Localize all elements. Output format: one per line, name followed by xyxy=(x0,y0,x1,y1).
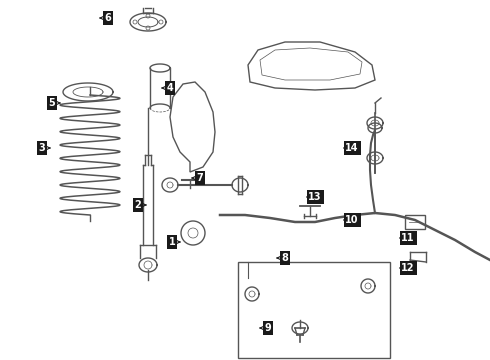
Text: 1: 1 xyxy=(169,237,175,247)
Text: 13: 13 xyxy=(308,192,322,202)
Circle shape xyxy=(133,20,137,24)
Text: 9: 9 xyxy=(265,323,271,333)
Circle shape xyxy=(159,20,163,24)
Text: 8: 8 xyxy=(282,253,289,263)
Bar xyxy=(238,262,390,358)
Text: 11: 11 xyxy=(401,233,415,243)
Text: 5: 5 xyxy=(49,98,55,108)
Text: 3: 3 xyxy=(39,143,46,153)
Text: 2: 2 xyxy=(135,200,142,210)
Text: 10: 10 xyxy=(345,215,359,225)
Circle shape xyxy=(146,26,150,30)
Text: 4: 4 xyxy=(167,83,173,93)
Bar xyxy=(405,215,425,229)
Circle shape xyxy=(146,14,150,18)
Text: 7: 7 xyxy=(196,173,203,183)
Text: 12: 12 xyxy=(401,263,415,273)
Text: 6: 6 xyxy=(105,13,111,23)
Text: 14: 14 xyxy=(345,143,359,153)
